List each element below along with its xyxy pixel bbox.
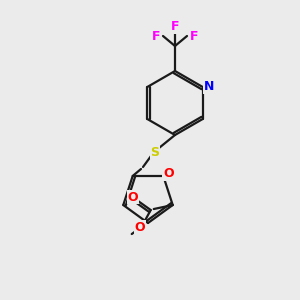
Text: O: O bbox=[163, 167, 174, 181]
Text: F: F bbox=[171, 20, 179, 34]
Text: F: F bbox=[190, 29, 198, 43]
Text: S: S bbox=[151, 146, 160, 158]
Text: N: N bbox=[203, 80, 214, 94]
Text: F: F bbox=[152, 29, 160, 43]
Text: O: O bbox=[134, 220, 145, 233]
Text: O: O bbox=[128, 190, 138, 203]
